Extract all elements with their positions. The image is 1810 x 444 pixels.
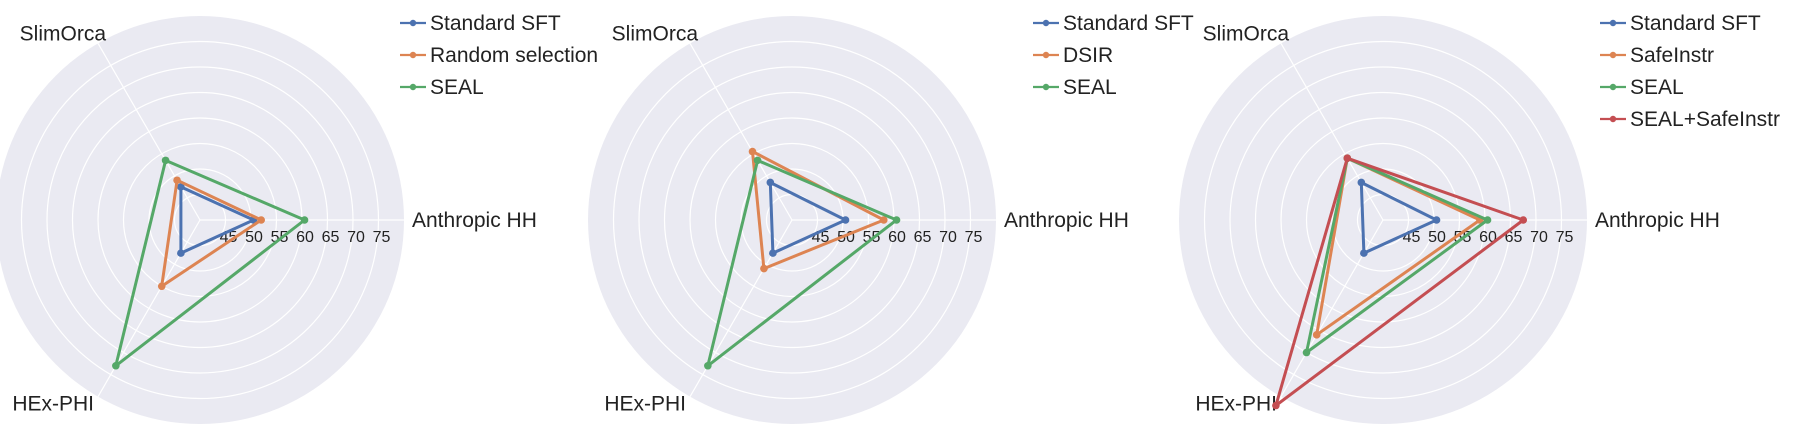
legend-swatch-marker [1609, 51, 1617, 59]
data-point [157, 282, 166, 291]
legend-swatch-marker [1609, 19, 1617, 27]
legend-swatch-marker [1042, 51, 1050, 59]
legend-swatch-marker [1609, 115, 1617, 123]
legend-swatch-marker [409, 51, 417, 59]
series-line [179, 185, 256, 255]
data-point [300, 216, 309, 224]
grid-spoke [689, 43, 793, 221]
series-line [706, 158, 898, 368]
data-point [1357, 178, 1366, 187]
radial-tick-label: 75 [965, 229, 983, 246]
data-point [177, 249, 185, 257]
legend: Standard SFT Random selection SEAL [400, 12, 598, 99]
radial-tick-label: 60 [888, 229, 906, 246]
legend: Standard SFT DSIR SEAL [1033, 12, 1194, 99]
radial-tick-label: 65 [322, 229, 340, 246]
legend-label: Standard SFT [1063, 12, 1194, 35]
legend-label: Standard SFT [1630, 12, 1761, 35]
data-point [766, 178, 775, 187]
legend-label: SEAL+SafeInstr [1630, 108, 1780, 131]
radial-tick-label: 75 [1556, 229, 1574, 246]
legend-swatch-marker [1609, 83, 1617, 91]
axis-label: SlimOrca [1203, 22, 1290, 45]
data-point [257, 216, 266, 224]
axis-label: HEx-PHI [604, 393, 686, 416]
legend-label: SEAL [1630, 76, 1684, 99]
legend-label: DSIR [1063, 44, 1113, 67]
series-line [768, 181, 847, 255]
data-point [1312, 331, 1321, 339]
radial-tick-label: 50 [245, 229, 263, 246]
grid-spoke [1280, 219, 1384, 397]
data-point [880, 216, 888, 224]
axis-label: Anthropic HH [1004, 209, 1129, 232]
series-line [1315, 156, 1482, 337]
data-point [892, 216, 901, 224]
legend-label: SafeInstr [1630, 44, 1714, 67]
data-point [1272, 401, 1280, 410]
axis-label: SlimOrca [612, 22, 699, 45]
data-point [704, 361, 712, 370]
data-point [1360, 249, 1368, 257]
data-point [1302, 348, 1311, 357]
data-point [112, 361, 120, 370]
data-point [161, 156, 170, 165]
legend-label: SEAL [430, 76, 484, 99]
data-point [177, 183, 185, 191]
data-point [748, 147, 757, 156]
legend-swatch-marker [1042, 83, 1050, 91]
radial-tick-label: 65 [1505, 229, 1523, 246]
data-point [841, 216, 850, 224]
grid-spoke [97, 43, 201, 221]
radial-tick-label: 70 [1530, 229, 1548, 246]
axis-label: Anthropic HH [1595, 209, 1720, 232]
data-point [1483, 216, 1492, 224]
axis-label: HEx-PHI [12, 393, 94, 416]
data-point [1519, 216, 1528, 224]
legend-label: SEAL [1063, 76, 1117, 99]
series-line [1305, 156, 1489, 354]
series-line [160, 178, 263, 288]
grid-spoke [1280, 43, 1384, 221]
axis-label: SlimOrca [20, 22, 107, 45]
legend-swatch-marker [409, 83, 417, 91]
radial-tick-label: 60 [296, 229, 314, 246]
data-point [1343, 154, 1352, 162]
axis-label: Anthropic HH [412, 209, 537, 232]
series-line [114, 158, 307, 368]
radial-tick-label: 65 [914, 229, 932, 246]
data-point [173, 176, 181, 185]
series-line [1274, 156, 1525, 407]
legend-label: Random selection [430, 44, 598, 67]
axis-label: HEx-PHI [1195, 393, 1277, 416]
radial-tick-label: 50 [1428, 229, 1446, 246]
data-point [1432, 216, 1441, 224]
legend-swatch-marker [1042, 19, 1050, 27]
legend: Standard SFT SafeInstr SEAL SEAL+SafeInstr [1600, 12, 1780, 131]
data-point [769, 249, 777, 257]
legend-label: Standard SFT [430, 12, 561, 35]
radial-tick-label: 70 [347, 229, 365, 246]
radial-tick-label: 70 [939, 229, 957, 246]
data-point [753, 156, 762, 165]
data-point [760, 264, 768, 273]
radial-tick-label: 75 [373, 229, 391, 246]
legend-swatch-marker [409, 19, 417, 27]
series-line [1359, 181, 1438, 255]
